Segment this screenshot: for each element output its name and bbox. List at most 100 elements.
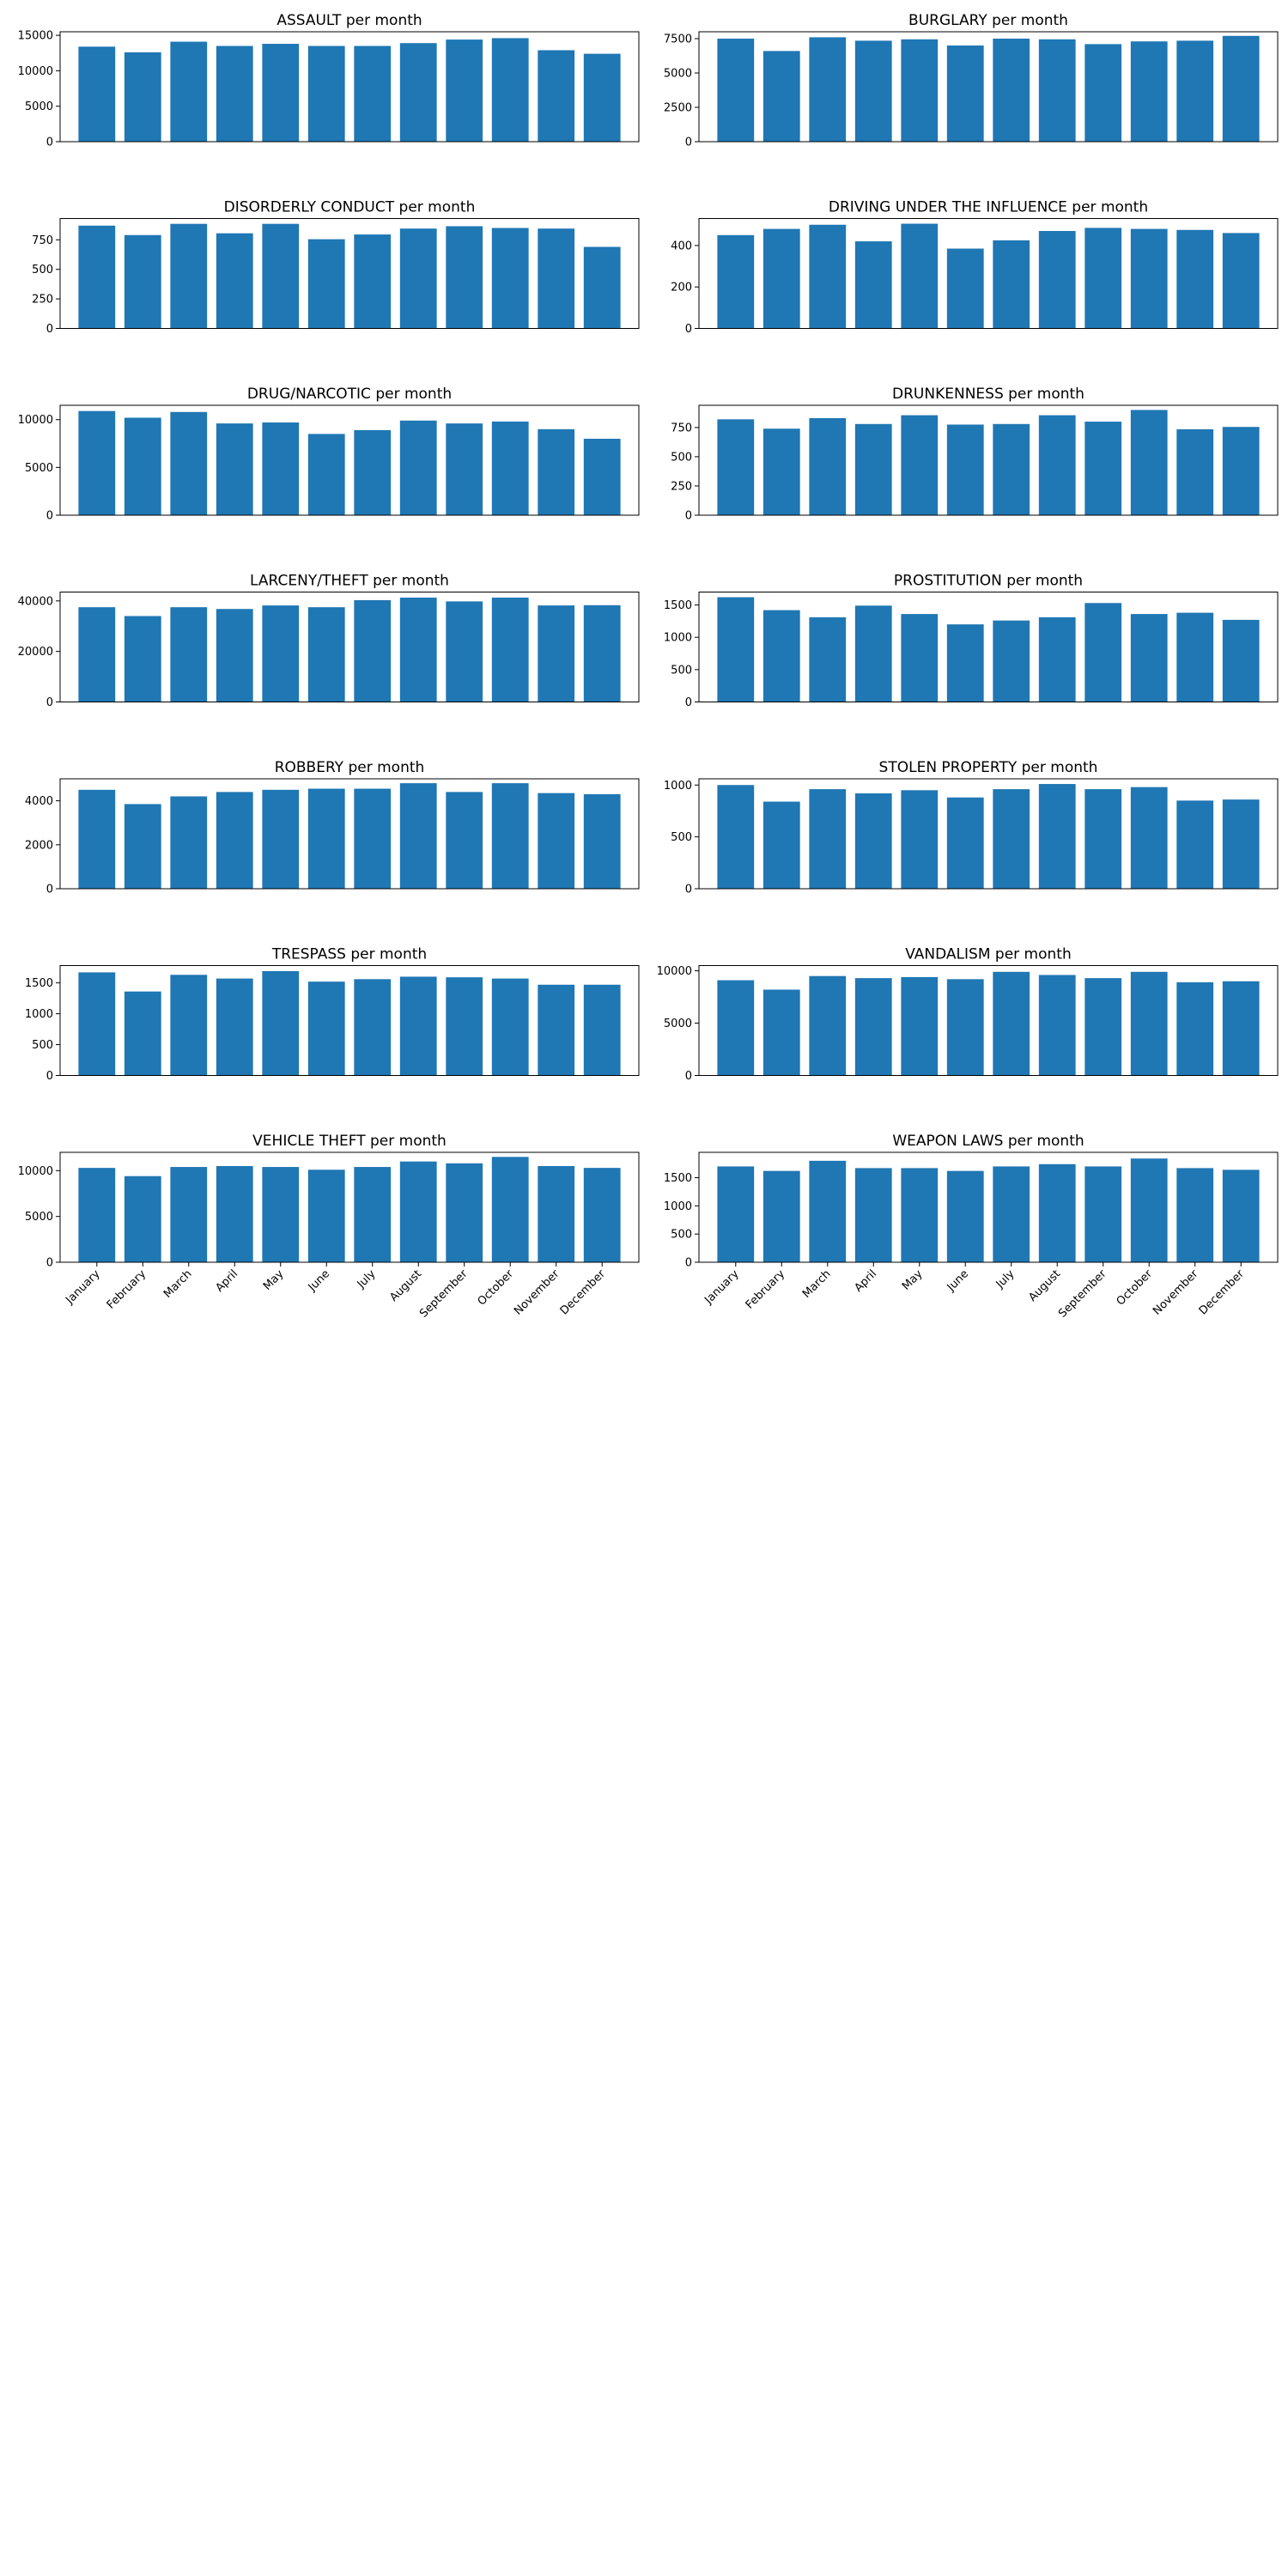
y-tick-label: 0: [46, 1070, 53, 1083]
y-tick-label: 5000: [25, 462, 53, 475]
chart-title: TRESPASS per month: [271, 946, 427, 963]
bar: [491, 783, 529, 889]
bar: [354, 46, 392, 142]
bar: [354, 1167, 392, 1262]
plot-frame: [698, 592, 1279, 702]
bar: [1176, 982, 1214, 1076]
bar: [583, 53, 621, 142]
bar: [717, 419, 755, 515]
bar: [78, 789, 116, 889]
bar: [901, 39, 939, 142]
y-tick-label: 500: [671, 664, 692, 677]
x-tick-label: February: [105, 1267, 149, 1312]
chart-title: VANDALISM per month: [905, 946, 1071, 963]
x-tick-label: September: [417, 1267, 471, 1321]
plot-frame: [59, 965, 640, 1076]
bar: [538, 984, 575, 1076]
bar: [170, 796, 208, 889]
bar: [809, 417, 847, 515]
bar: [809, 975, 847, 1076]
bar: [1084, 422, 1122, 515]
bar: [1130, 971, 1168, 1076]
bar: [901, 976, 939, 1076]
bar: [491, 1157, 529, 1262]
bar: [854, 605, 892, 702]
bar: [1222, 35, 1260, 142]
bar: [78, 410, 116, 515]
bar: [1222, 981, 1260, 1076]
bar: [216, 1166, 253, 1262]
bar: [491, 228, 529, 329]
chart-title: ROBBERY per month: [275, 759, 425, 776]
bar: [993, 240, 1030, 329]
bar: [1084, 1166, 1122, 1262]
bar: [762, 51, 800, 142]
subplot: DRUG/NARCOTIC per month 0 5000 10000: [18, 386, 640, 523]
bar: [78, 46, 116, 143]
x-tick-label: August: [387, 1267, 424, 1304]
x-tick-label: December: [558, 1267, 609, 1318]
bar: [262, 970, 300, 1076]
subplot: ROBBERY per month 0 2000 4000: [25, 759, 640, 896]
y-tick-label: 15000: [18, 30, 53, 43]
bar: [307, 607, 345, 702]
bar: [399, 1161, 437, 1262]
bar: [1176, 1168, 1214, 1262]
y-tick-label: 0: [46, 137, 53, 149]
subplot: DISORDERLY CONDUCT per month 0 250 500 750: [32, 199, 640, 336]
bar: [124, 804, 161, 889]
bar: [717, 39, 755, 142]
bar: [1176, 428, 1214, 515]
bar: [307, 788, 345, 889]
x-tick-label: April: [213, 1267, 240, 1295]
subplot: DRIVING UNDER THE INFLUENCE per month 0 20…: [671, 199, 1279, 336]
bar: [491, 421, 529, 515]
bar: [170, 411, 208, 515]
y-tick-label: 0: [685, 1257, 692, 1270]
chart-title: STOLEN PROPERTY per month: [879, 759, 1098, 776]
plot-frame: [698, 1151, 1279, 1263]
bar: [809, 617, 847, 702]
bar: [124, 616, 161, 702]
bar: [1222, 233, 1260, 329]
bar: [446, 1163, 483, 1262]
bar: [901, 223, 939, 329]
x-tick-label: January: [63, 1267, 102, 1307]
y-tick-label: 0: [685, 137, 692, 149]
bar: [946, 46, 984, 142]
x-tick-label: November: [1151, 1267, 1201, 1318]
bar: [583, 438, 621, 515]
bar: [1130, 228, 1168, 329]
bar: [124, 52, 161, 143]
bar: [946, 979, 984, 1076]
bar: [399, 420, 437, 515]
x-tick-label: March: [800, 1267, 834, 1301]
bar: [307, 981, 345, 1076]
bar: [1222, 619, 1260, 702]
x-tick-label: December: [1197, 1267, 1248, 1318]
chart-title: VEHICLE THEFT per month: [252, 1133, 447, 1150]
bar: [354, 599, 392, 702]
bar: [170, 1167, 208, 1262]
bar: [1084, 228, 1122, 329]
bar: [1038, 415, 1076, 515]
bar: [993, 1166, 1030, 1262]
bar: [1084, 978, 1122, 1076]
bar: [946, 248, 984, 329]
bar: [809, 224, 847, 329]
x-tick-label: June: [945, 1267, 971, 1294]
bar: [946, 1170, 984, 1262]
bar: [1038, 617, 1076, 702]
plot-frame: [698, 31, 1279, 143]
chart-title: DRUNKENNESS per month: [892, 386, 1084, 403]
bar: [993, 620, 1030, 702]
plot-frame: [59, 31, 640, 143]
x-tick-label: May: [900, 1267, 926, 1293]
y-tick-label: 5000: [25, 100, 53, 113]
x-tick-label: July: [993, 1267, 1018, 1291]
chart-title: PROSTITUTION per month: [894, 573, 1083, 590]
bar: [901, 1168, 939, 1262]
y-tick-label: 1500: [664, 1172, 692, 1185]
plot-frame: [698, 778, 1279, 890]
